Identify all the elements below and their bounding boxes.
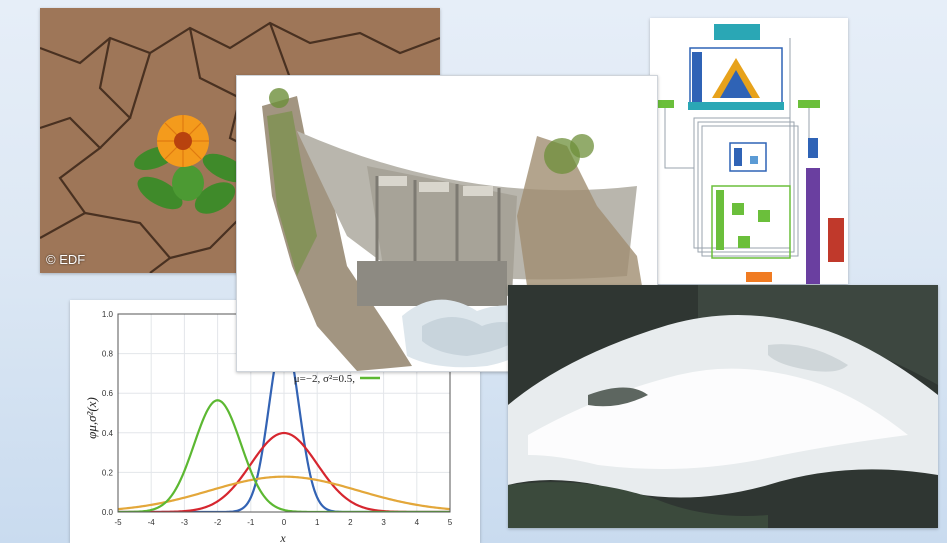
y-axis-label: φμ,σ²(x) — [84, 397, 99, 439]
x-tick-label: -3 — [181, 518, 189, 527]
x-tick-label: 4 — [415, 518, 420, 527]
y-tick-label: 0.4 — [102, 429, 114, 438]
chart-legend: μ=−2, σ²=0.5, — [294, 373, 380, 385]
x-axis-label: x — [279, 531, 286, 543]
architecture-diagram — [650, 18, 848, 284]
series-line-2 — [118, 475, 450, 511]
spillway-water-photo — [508, 285, 938, 528]
dam-spillway-water-icon — [508, 285, 938, 528]
model-architecture-icon — [650, 18, 848, 284]
series-line-3 — [118, 399, 450, 512]
y-tick-label: 1.0 — [102, 310, 114, 319]
x-tick-label: 0 — [282, 518, 287, 527]
x-tick-label: 2 — [348, 518, 353, 527]
x-tick-label: 5 — [448, 518, 453, 527]
y-tick-label: 0.8 — [102, 350, 114, 359]
x-tick-label: -5 — [114, 518, 122, 527]
dam-watercolor-illustration — [236, 75, 658, 372]
photo-credit: © EDF — [46, 252, 86, 267]
legend-entry-label: μ=−2, σ²=0.5, — [294, 373, 355, 385]
y-tick-label: 0.2 — [102, 468, 114, 477]
x-tick-label: 1 — [315, 518, 320, 527]
y-tick-label: 0.6 — [102, 389, 114, 398]
x-tick-label: -1 — [247, 518, 255, 527]
dam-watercolor-icon — [237, 76, 657, 371]
x-tick-label: -2 — [214, 518, 222, 527]
x-tick-label: 3 — [381, 518, 386, 527]
x-tick-label: -4 — [148, 518, 156, 527]
y-tick-label: 0.0 — [102, 508, 114, 517]
